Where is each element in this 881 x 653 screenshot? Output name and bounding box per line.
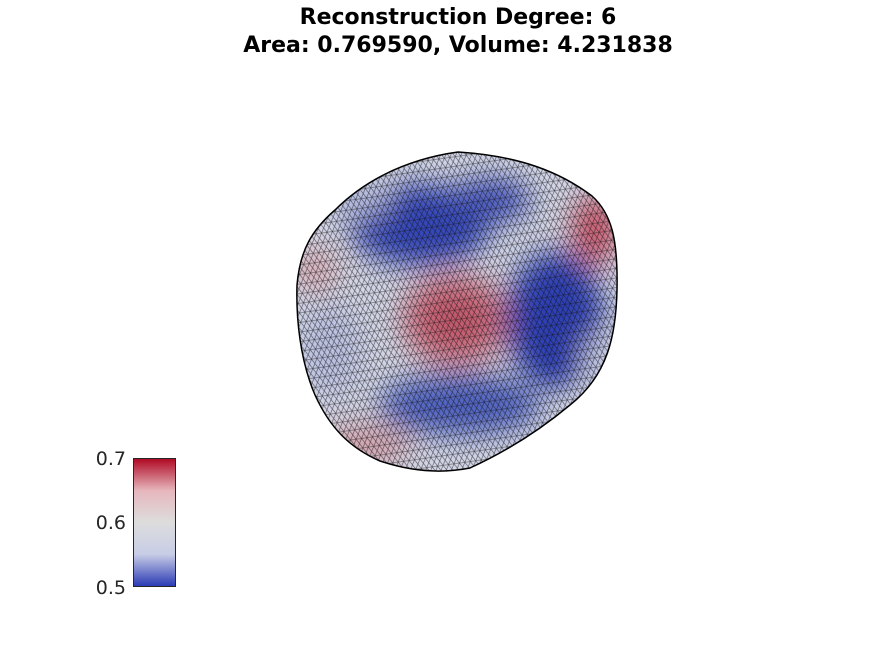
title-degree: Reconstruction Degree: 6 [299,5,617,30]
mesh-colored-surface [296,152,618,472]
figure-title: Reconstruction Degree: 6 Area: 0.769590,… [0,4,881,60]
colorbar [133,458,176,587]
colorbar-tick-min: 0.5 [95,577,126,599]
colorbar-tick-max: 0.7 [95,448,126,470]
title-area-volume: Area: 0.769590, Volume: 4.231838 [243,33,673,58]
colorbar-tick-mid: 0.6 [95,512,126,534]
